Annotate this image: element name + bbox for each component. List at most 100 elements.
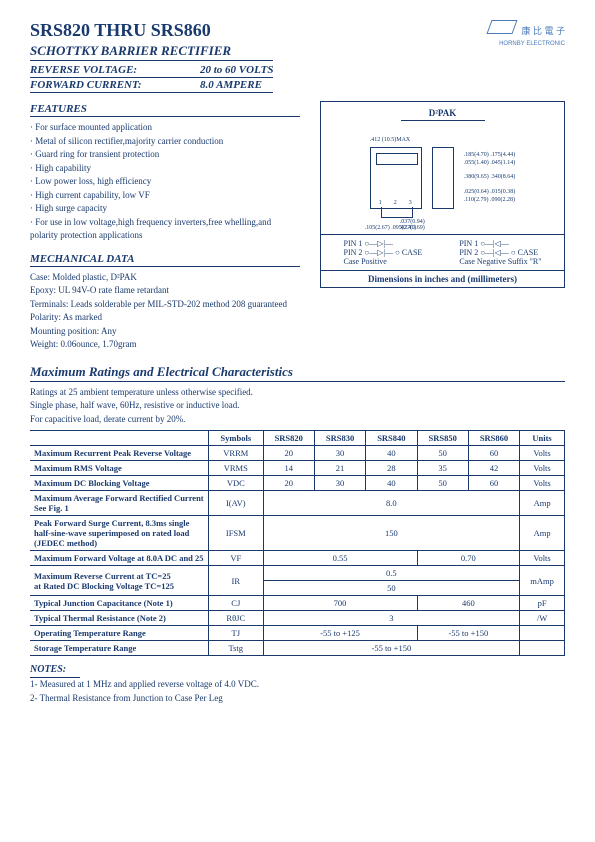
logo-diamond-icon	[486, 20, 517, 34]
table-cell: 42	[468, 461, 519, 476]
dim-top: .412 (10.5)MAX	[370, 137, 411, 143]
table-row-param: Maximum Recurrent Peak Reverse Voltage	[30, 446, 209, 461]
table-row-symbol: IFSM	[209, 516, 264, 551]
table-row-param: Maximum Reverse Current at TC=25 at Rate…	[30, 566, 209, 596]
page-subtitle: SCHOTTKY BARRIER RECTIFIER	[30, 43, 273, 61]
tab-icon	[376, 153, 418, 165]
table-header: SRS840	[366, 431, 417, 446]
features-list: · For surface mounted application· Metal…	[30, 121, 300, 243]
ratings-intro: Ratings at 25 ambient temperature unless…	[30, 386, 565, 427]
table-cell: 0.70	[417, 551, 520, 566]
table-row-unit	[520, 641, 565, 656]
case-l: CASE	[402, 248, 422, 257]
forward-current-line: FORWARD CURRENT: 8.0 AMPERE	[30, 78, 273, 93]
left-column: FEATURES · For surface mounted applicati…	[30, 93, 300, 356]
table-row-unit	[520, 626, 565, 641]
pin2-l: PIN 2	[344, 248, 363, 257]
table-row-symbol: VDC	[209, 476, 264, 491]
case-pos: Case Positive	[344, 257, 387, 266]
table-row-symbol: I(AV)	[209, 491, 264, 516]
table-row-unit: /W	[520, 611, 565, 626]
pin1-r: PIN 1	[459, 239, 478, 248]
dim-1: .055(1.40) .045(1.14)	[464, 159, 516, 167]
notes-section: NOTES: 1- Measured at 1 MHz and applied …	[30, 662, 565, 705]
pin-num-1: 1	[379, 200, 382, 206]
pin-config: PIN 1 ○—▷|— PIN 2 ○—▷|— ○ CASE Case Posi…	[321, 234, 564, 270]
table-cell: 35	[417, 461, 468, 476]
intro-2: Single phase, half wave, 60Hz, resistive…	[30, 399, 565, 413]
ratings-title: Maximum Ratings and Electrical Character…	[30, 364, 565, 382]
company-name-cn: 康 比 電 子	[521, 26, 565, 36]
feature-item: · Metal of silicon rectifier,majority ca…	[30, 135, 300, 149]
notes-title: NOTES:	[30, 662, 80, 678]
case-r: CASE	[518, 248, 538, 257]
mechanical-item: Case: Molded plastic, D²PAK	[30, 271, 300, 285]
table-header: Symbols	[209, 431, 264, 446]
table-cell: 40	[366, 476, 417, 491]
table-row-unit: Volts	[520, 461, 565, 476]
table-row-symbol: VF	[209, 551, 264, 566]
package-drawing: .412 (10.5)MAX 1 2 3 .105(2.67) .095(2.4…	[321, 121, 564, 234]
table-row-param: Maximum Forward Voltage at 8.0A DC and 2…	[30, 551, 209, 566]
table-row-symbol: RθJC	[209, 611, 264, 626]
rv-value: 20 to 60 VOLTS	[200, 64, 273, 76]
table-cell: 700	[263, 596, 417, 611]
mechanical-title: MECHANICAL DATA	[30, 253, 300, 267]
package-front-icon: 1 2 3	[370, 147, 422, 209]
table-row-param: Peak Forward Surge Current, 8.3ms single…	[30, 516, 209, 551]
table-cell: -55 to +125	[263, 626, 417, 641]
table-cell: 20	[263, 446, 314, 461]
table-cell: 8.0	[263, 491, 520, 516]
table-row-unit: Amp	[520, 516, 565, 551]
table-row-unit: mAmp	[520, 566, 565, 596]
table-cell: 14	[263, 461, 314, 476]
feature-item: · Low power loss, high efficiency	[30, 175, 300, 189]
mechanical-item: Terminals: Leads solderable per MIL-STD-…	[30, 298, 300, 312]
table-cell: 60	[468, 476, 519, 491]
table-row-param: Maximum Average Forward Rectified Curren…	[30, 491, 209, 516]
table-row-symbol: Tstg	[209, 641, 264, 656]
dimensions-caption: Dimensions in inches and (millimeters)	[321, 270, 564, 287]
table-row-unit: Volts	[520, 446, 565, 461]
pin2-r: PIN 2	[459, 248, 478, 257]
feature-item: · For surface mounted application	[30, 121, 300, 135]
table-header: SRS850	[417, 431, 468, 446]
table-row-symbol: VRMS	[209, 461, 264, 476]
pin-config-negative: PIN 1 ○—|◁— PIN 2 ○—|◁— ○ CASE Case Nega…	[459, 239, 541, 266]
feature-item: · High capability	[30, 162, 300, 176]
table-cell: 50	[417, 446, 468, 461]
dim-0: .185(4.70) .175(4.44)	[464, 151, 516, 159]
dim-br: .037(0.94) .027(0.69)	[400, 219, 425, 231]
table-cell: 0.550	[263, 566, 520, 596]
table-cell: 28	[366, 461, 417, 476]
table-cell: 60	[468, 446, 519, 461]
mechanical-item: Mounting position: Any	[30, 325, 300, 339]
ratings-table: SymbolsSRS820SRS830SRS840SRS850SRS860Uni…	[30, 430, 565, 656]
table-row-param: Operating Temperature Range	[30, 626, 209, 641]
table-cell: 0.55	[263, 551, 417, 566]
mechanical-item: Weight: 0.06ounce, 1.70gram	[30, 338, 300, 352]
table-row-unit: Volts	[520, 551, 565, 566]
package-title: D²PAK	[401, 106, 485, 121]
note-item: 1- Measured at 1 MHz and applied reverse…	[30, 678, 565, 692]
fc-label: FORWARD CURRENT:	[30, 79, 200, 91]
feature-item: · High surge capacity	[30, 202, 300, 216]
table-header: Units	[520, 431, 565, 446]
pin-num-3: 3	[409, 200, 412, 206]
reverse-voltage-line: REVERSE VOLTAGE: 20 to 60 VOLTS	[30, 63, 273, 78]
dim-2: .380(9.65) .340(8.64)	[464, 173, 516, 181]
pin-num-2: 2	[394, 200, 397, 206]
mechanical-list: Case: Molded plastic, D²PAKEpoxy: UL 94V…	[30, 271, 300, 352]
table-header: SRS830	[314, 431, 365, 446]
table-cell: -55 to +150	[263, 641, 520, 656]
pin1-l: PIN 1	[344, 239, 363, 248]
table-row-symbol: VRRM	[209, 446, 264, 461]
intro-3: For capacitive load, derate current by 2…	[30, 413, 565, 427]
package-side-icon	[432, 147, 454, 209]
feature-item: · High current capability, low VF	[30, 189, 300, 203]
table-cell: 21	[314, 461, 365, 476]
table-cell: 460	[417, 596, 520, 611]
table-row-symbol: IR	[209, 566, 264, 596]
table-cell: 40	[366, 446, 417, 461]
note-item: 2- Thermal Resistance from Junction to C…	[30, 692, 565, 706]
